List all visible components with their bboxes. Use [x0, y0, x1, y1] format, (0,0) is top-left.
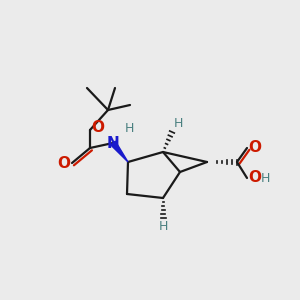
Text: O: O — [248, 140, 262, 155]
Text: O: O — [58, 155, 70, 170]
Text: H: H — [158, 220, 168, 233]
Text: H: H — [260, 172, 270, 184]
Text: O: O — [248, 170, 262, 185]
Text: H: H — [125, 122, 134, 134]
Polygon shape — [111, 141, 128, 162]
Text: N: N — [106, 136, 119, 151]
Text: O: O — [92, 119, 104, 134]
Text: H: H — [174, 117, 183, 130]
